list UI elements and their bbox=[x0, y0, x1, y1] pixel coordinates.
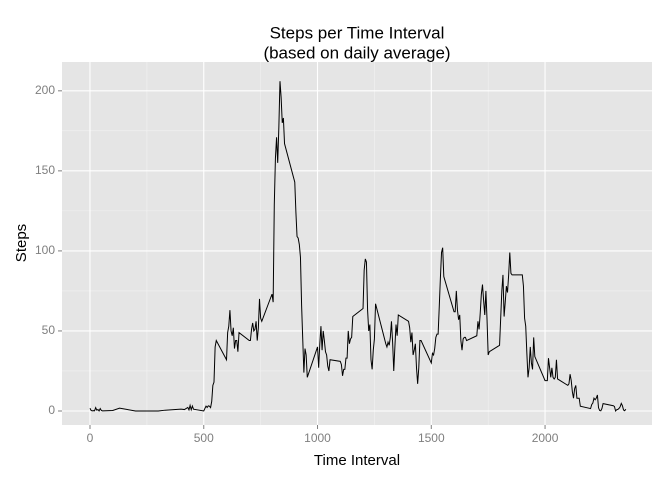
x-tick-label: 500 bbox=[194, 431, 214, 445]
marks bbox=[89, 81, 627, 413]
grid bbox=[62, 62, 652, 425]
x-tick-label: 1000 bbox=[304, 431, 331, 445]
x-tick-label: 0 bbox=[87, 431, 94, 445]
x-tick-label: 1500 bbox=[418, 431, 445, 445]
y-tick-label: 100 bbox=[35, 243, 55, 257]
data-line bbox=[89, 81, 627, 413]
y-tick-label: 0 bbox=[48, 403, 55, 417]
x-tick-label: 2000 bbox=[532, 431, 559, 445]
panel bbox=[62, 62, 652, 425]
y-tick-label: 150 bbox=[35, 163, 55, 177]
y-axis-label: Steps bbox=[13, 224, 30, 262]
chart-title: Steps per Time Interval bbox=[270, 23, 445, 42]
y-tick-label: 50 bbox=[42, 323, 56, 337]
y-tick-label: 200 bbox=[35, 83, 55, 97]
x-axis-label: Time Interval bbox=[314, 452, 400, 469]
chart-subtitle: (based on daily average) bbox=[263, 43, 450, 62]
